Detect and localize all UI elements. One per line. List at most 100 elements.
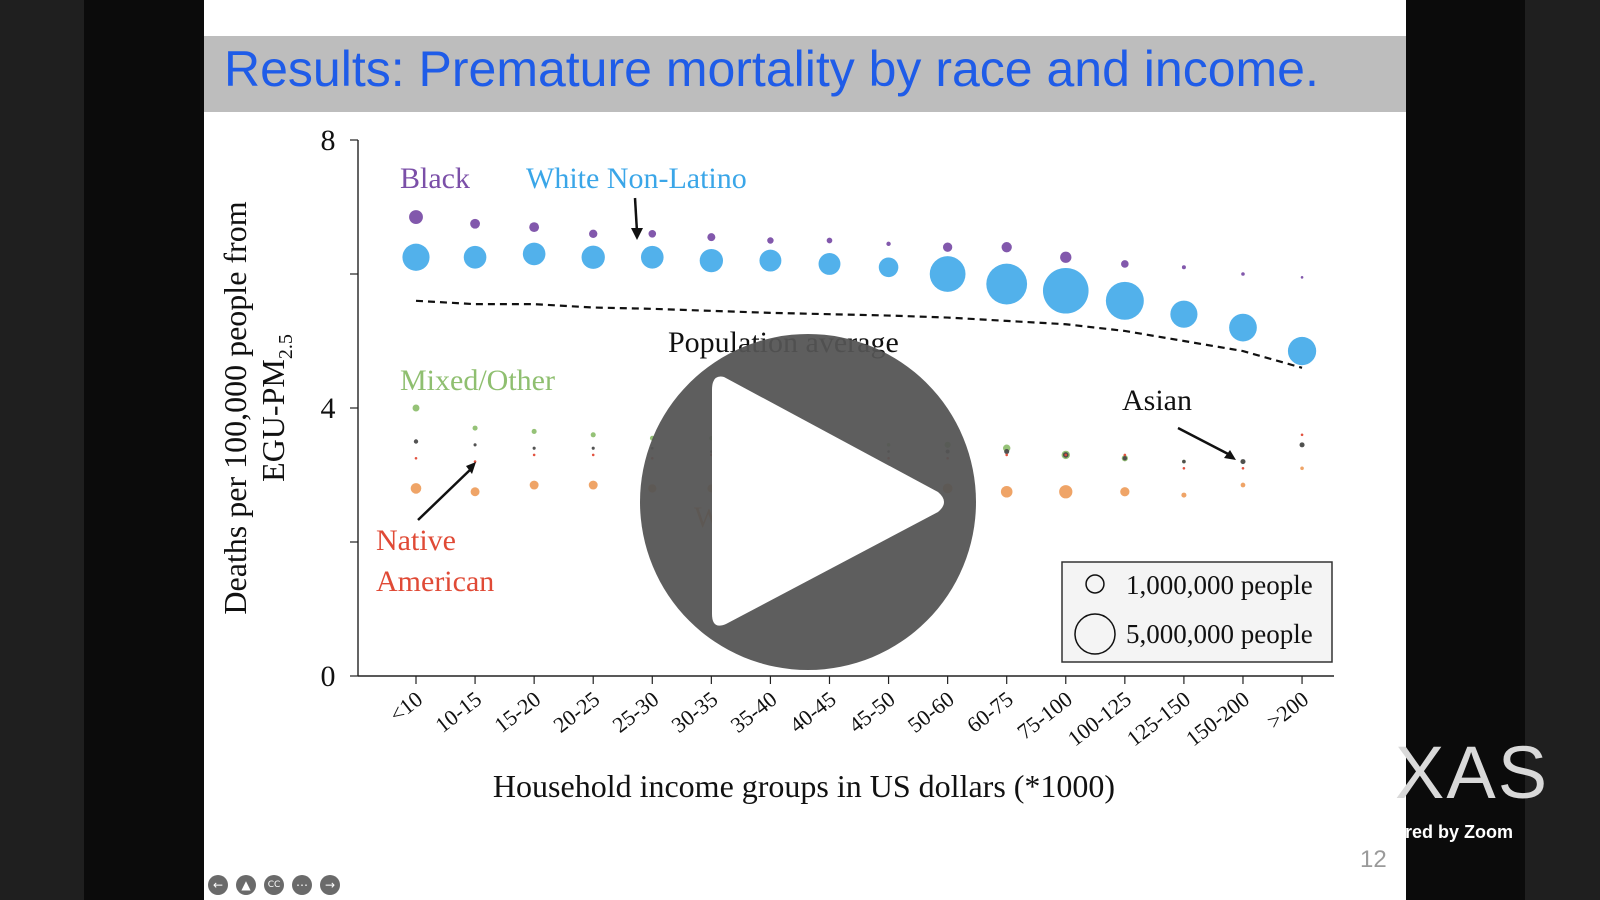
point-asian xyxy=(1004,449,1010,455)
point-black xyxy=(942,242,953,252)
label-native-american-2: American xyxy=(376,565,494,598)
point-white-latino xyxy=(529,480,539,490)
x-axis-label: Household income groups in US dollars (*… xyxy=(493,768,1115,804)
point-white-non-latino xyxy=(1105,281,1144,320)
arrow-left-icon[interactable]: ← xyxy=(208,875,228,895)
point-native-american xyxy=(1300,433,1304,437)
point-black xyxy=(1300,276,1304,279)
point-white-non-latino xyxy=(1229,313,1257,342)
x-tick-label: 10-15 xyxy=(430,686,486,737)
point-white-non-latino xyxy=(699,248,724,273)
point-white-non-latino xyxy=(1042,267,1089,314)
annotate-icon[interactable]: ▲ xyxy=(236,875,256,895)
point-mixed-other xyxy=(412,404,420,412)
x-tick-label: 60-75 xyxy=(962,686,1018,737)
arrow-native-american xyxy=(417,467,473,521)
point-native-american xyxy=(591,453,595,457)
legend-label-large: 5,000,000 people xyxy=(1126,619,1313,649)
point-white-latino xyxy=(1000,485,1013,498)
point-native-american xyxy=(1005,453,1008,457)
y-tick-label: 0 xyxy=(321,660,336,693)
point-asian xyxy=(591,446,595,450)
point-native-american xyxy=(532,453,536,457)
point-white-latino xyxy=(588,480,598,490)
arrow-white-non-latino xyxy=(633,197,639,233)
x-tick-label: 150-200 xyxy=(1181,686,1254,751)
arrow-head-native-american xyxy=(466,462,476,474)
point-black xyxy=(886,241,891,247)
point-asian xyxy=(1182,459,1186,464)
play-button[interactable] xyxy=(638,332,978,672)
legend-marker-small xyxy=(1085,574,1105,594)
point-white-non-latino xyxy=(581,245,605,269)
point-mixed-other xyxy=(531,428,537,434)
slide-title: Results: Premature mortality by race and… xyxy=(224,41,1319,97)
slide: Results: Premature mortality by race and… xyxy=(204,0,1406,900)
captions-icon[interactable]: CC xyxy=(264,875,284,895)
point-black xyxy=(1181,265,1186,270)
point-white-non-latino xyxy=(1170,300,1198,328)
arrow-head-white-non-latino xyxy=(631,228,643,240)
label-black: Black xyxy=(400,162,470,195)
label-white-non-latino: White Non-Latino xyxy=(526,162,747,195)
x-tick-label: 20-25 xyxy=(548,686,604,737)
point-white-non-latino xyxy=(402,243,430,271)
point-black xyxy=(1241,272,1245,276)
x-tick-label: 45-50 xyxy=(844,686,900,737)
point-asian xyxy=(1122,456,1128,461)
y-axis-label-subscript: 2.5 xyxy=(275,334,297,359)
point-mixed-other xyxy=(472,425,478,431)
x-tick-label: <10 xyxy=(385,686,428,727)
x-tick-label: 125-150 xyxy=(1122,686,1195,751)
arrow-asian xyxy=(1177,426,1233,458)
point-asian xyxy=(1299,442,1305,448)
y-axis-label-2: EGU-PM2.5 xyxy=(255,334,297,482)
x-tick-label: 30-35 xyxy=(667,686,723,737)
point-mixed-other xyxy=(590,432,596,438)
x-tick-label: 35-40 xyxy=(726,686,782,737)
point-black xyxy=(1001,242,1012,253)
point-asian xyxy=(413,439,419,444)
point-white-non-latino xyxy=(986,263,1028,305)
label-asian: Asian xyxy=(1122,384,1192,417)
point-black xyxy=(589,229,598,238)
point-black xyxy=(648,230,657,238)
point-white-latino xyxy=(1300,466,1304,471)
point-white-latino xyxy=(1181,492,1187,498)
zoom-left-bar xyxy=(0,0,84,900)
point-white-latino xyxy=(470,487,480,497)
point-black xyxy=(767,237,774,244)
point-black xyxy=(826,237,833,244)
arrow-right-icon[interactable]: → xyxy=(320,875,340,895)
play-icon[interactable] xyxy=(712,376,944,626)
point-white-non-latino xyxy=(818,252,841,275)
y-axis-label-main: EGU-PM xyxy=(255,359,291,482)
point-white-non-latino xyxy=(929,256,966,292)
point-black xyxy=(409,210,423,224)
more-icon[interactable]: ⋯ xyxy=(292,875,312,895)
point-native-american xyxy=(1064,453,1068,457)
point-native-american xyxy=(1123,453,1127,457)
point-black xyxy=(470,218,480,229)
point-white-latino xyxy=(1240,482,1246,488)
point-white-non-latino xyxy=(522,242,546,266)
point-black xyxy=(1121,260,1129,268)
population-average-line xyxy=(415,299,1303,369)
zoom-right-bar xyxy=(1525,0,1600,900)
x-tick-label: 25-30 xyxy=(608,686,664,737)
title-band: Results: Premature mortality by race and… xyxy=(204,36,1406,112)
point-asian xyxy=(473,443,477,447)
presentation-nav: ← ▲ CC ⋯ → xyxy=(208,875,340,897)
university-watermark: XAS xyxy=(1395,731,1550,814)
label-mixed-other: Mixed/Other xyxy=(400,364,555,397)
point-black xyxy=(707,233,716,242)
point-white-latino xyxy=(410,483,422,494)
slide-number: 12 xyxy=(1360,846,1387,873)
point-white-latino xyxy=(1059,485,1073,499)
legend-box xyxy=(1061,561,1333,663)
point-asian xyxy=(532,446,536,450)
point-white-non-latino xyxy=(1287,336,1317,366)
point-native-american xyxy=(1182,467,1186,470)
point-white-latino xyxy=(1120,487,1130,497)
x-tick-label: 50-60 xyxy=(903,686,959,737)
